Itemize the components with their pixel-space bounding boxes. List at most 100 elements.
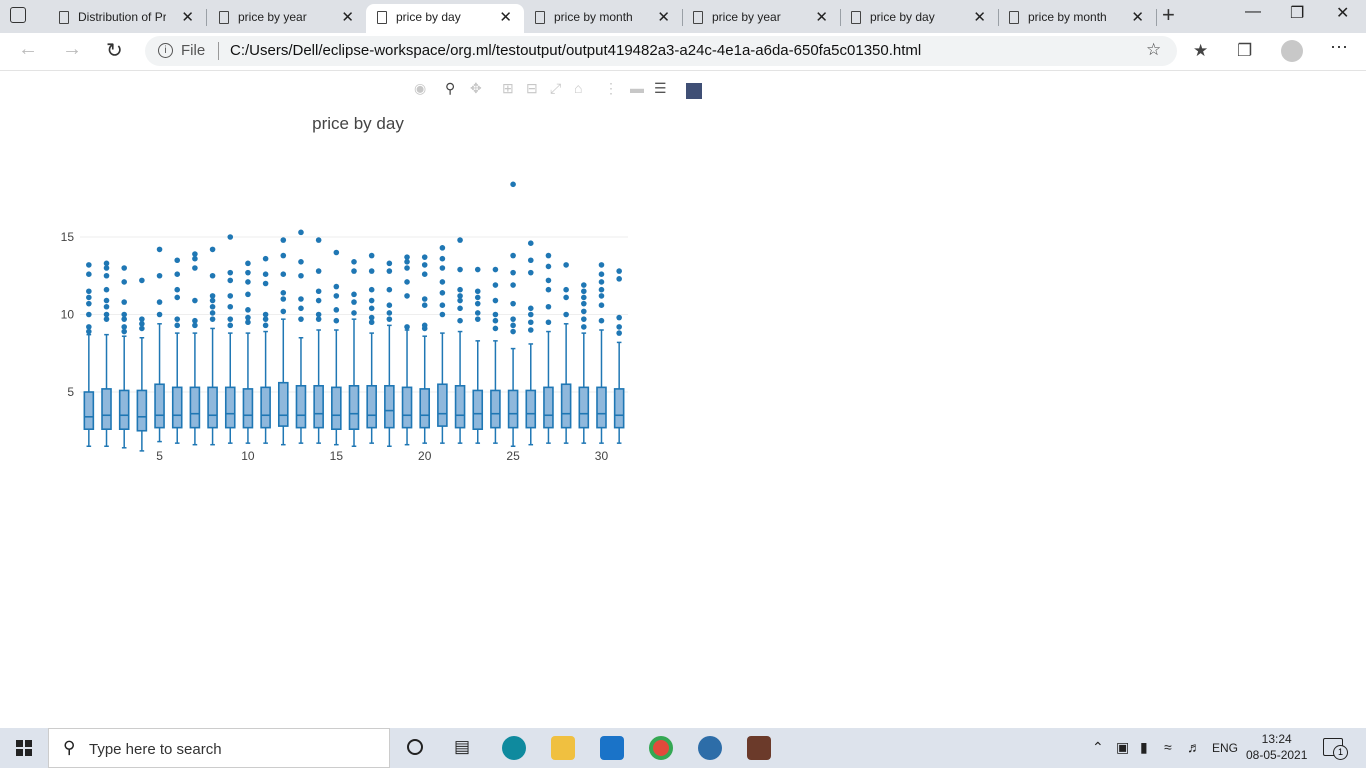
outlier-point xyxy=(492,266,499,273)
window-close-button[interactable]: ✕ xyxy=(1336,5,1350,22)
wifi-icon[interactable]: ≈ xyxy=(1164,739,1172,755)
profile-icon[interactable] xyxy=(1281,40,1303,62)
tab-close-icon[interactable]: ✕ xyxy=(341,9,354,26)
outlier-point xyxy=(616,314,622,321)
outlier-point xyxy=(421,322,428,329)
favorite-add-icon[interactable]: ☆ xyxy=(1146,40,1162,59)
more-icon[interactable]: ⋯ xyxy=(1330,37,1348,57)
outlier-point xyxy=(245,314,251,321)
language-indicator[interactable]: ENG xyxy=(1212,741,1239,755)
reset-axes-icon[interactable]: ⌂ xyxy=(574,80,583,96)
hover-closest-icon[interactable]: ▬ xyxy=(630,80,644,96)
chevron-up-icon[interactable]: ⌃ xyxy=(1092,739,1104,755)
edge-icon[interactable] xyxy=(502,736,526,760)
outlier-point xyxy=(86,288,92,295)
spike-lines-icon[interactable]: ⋮ xyxy=(604,80,618,96)
zoom-in-icon[interactable]: ⊞ xyxy=(502,80,514,96)
mail-icon[interactable] xyxy=(600,736,624,760)
address-bar[interactable]: i File C:/Users/Dell/eclipse-workspace/o… xyxy=(145,36,1177,66)
info-icon[interactable]: i xyxy=(158,43,173,58)
outlier-point xyxy=(227,322,234,329)
battery-icon[interactable]: ▮ xyxy=(1140,739,1148,755)
refresh-icon[interactable]: ↻ xyxy=(106,40,123,62)
box-day-7 xyxy=(189,251,201,446)
tab-2[interactable]: price by year ✕ xyxy=(208,4,366,33)
outlier-point xyxy=(86,311,92,318)
tab-1[interactable]: Distribution of Pr ✕ xyxy=(48,4,206,33)
tab-close-icon[interactable]: ✕ xyxy=(657,9,670,26)
tab-bar: Distribution of Pr ✕ price by year ✕ price b… xyxy=(0,0,1366,33)
file-explorer-icon[interactable] xyxy=(551,736,575,760)
outlier-point xyxy=(598,279,605,285)
tab-3[interactable]: price by day ✕ xyxy=(366,4,524,33)
camera-icon[interactable]: ◉ xyxy=(414,80,427,96)
outlier-point xyxy=(333,249,340,256)
url-text[interactable]: C:/Users/Dell/eclipse-workspace/org.ml/t… xyxy=(230,42,922,59)
minimize-button[interactable]: — xyxy=(1245,3,1261,20)
outlier-point xyxy=(262,316,269,322)
tab-close-icon[interactable]: ✕ xyxy=(181,9,194,26)
outlier-point xyxy=(368,319,375,326)
task-view-icon[interactable]: ▤ xyxy=(454,737,471,756)
telegram-icon[interactable] xyxy=(698,736,722,760)
outlier-point xyxy=(174,257,181,264)
notification-icon[interactable]: 1 xyxy=(1323,738,1348,760)
back-icon[interactable]: ← xyxy=(18,38,38,60)
outlier-point xyxy=(581,316,587,322)
tab-close-icon[interactable]: ✕ xyxy=(815,9,828,26)
app-icon[interactable] xyxy=(747,736,771,760)
clock[interactable]: 13:24 08-05-2021 xyxy=(1246,731,1307,763)
box-day-16 xyxy=(348,259,360,447)
outlier-point xyxy=(474,310,481,316)
outlier-point xyxy=(315,311,322,318)
chrome-icon[interactable] xyxy=(649,736,673,760)
meet-icon[interactable]: ▣ xyxy=(1116,739,1130,755)
tab-5[interactable]: price by year ✕ xyxy=(682,4,840,33)
plotly-logo-icon[interactable] xyxy=(686,83,702,99)
autoscale-icon[interactable]: ⤢ xyxy=(550,80,562,96)
cortana-icon[interactable] xyxy=(407,739,423,755)
outlier-point xyxy=(139,277,145,284)
maximize-button[interactable]: ❐ xyxy=(1290,5,1305,22)
tab-close-icon[interactable]: ✕ xyxy=(973,9,986,26)
tab-6[interactable]: price by day ✕ xyxy=(840,4,998,33)
tab-actions-icon[interactable] xyxy=(10,7,26,23)
outlier-point xyxy=(421,302,428,308)
zoom-out-icon[interactable]: ⊟ xyxy=(526,80,538,96)
outlier-point xyxy=(386,316,393,322)
search-icon: ⚲ xyxy=(63,738,76,757)
outlier-point xyxy=(103,297,110,304)
tab-close-icon[interactable]: ✕ xyxy=(1131,9,1144,26)
outlier-point xyxy=(581,308,587,315)
pan-icon[interactable]: ✥ xyxy=(470,80,482,96)
outlier-point xyxy=(86,271,92,277)
outlier-point xyxy=(439,255,446,262)
start-icon[interactable] xyxy=(16,740,32,756)
favorites-icon[interactable]: ★ xyxy=(1193,41,1209,60)
zoom-icon[interactable]: ⚲ xyxy=(445,80,456,96)
outlier-point xyxy=(368,252,375,259)
collections-icon[interactable]: ❐ xyxy=(1237,41,1253,60)
x-tick-label: 30 xyxy=(595,449,609,463)
tab-7[interactable]: price by month ✕ xyxy=(998,4,1156,33)
outlier-point xyxy=(421,271,428,277)
y-tick-label: 15 xyxy=(61,230,75,244)
box-day-2 xyxy=(101,260,112,447)
outlier-point xyxy=(192,317,198,324)
outlier-point xyxy=(351,259,357,265)
outlier-point xyxy=(351,310,357,316)
outlier-point xyxy=(209,246,216,253)
outlier-point xyxy=(351,291,357,298)
box xyxy=(171,386,183,429)
forward-icon[interactable]: → xyxy=(62,38,82,60)
new-tab-button[interactable]: + xyxy=(1162,2,1175,27)
taskbar-search[interactable]: ⚲ Type here to search xyxy=(48,728,390,768)
outlier-point xyxy=(103,311,110,318)
outlier-point xyxy=(86,294,92,301)
address-divider xyxy=(218,42,219,60)
outlier-point xyxy=(581,300,587,307)
tab-4[interactable]: price by month ✕ xyxy=(524,4,682,33)
volume-icon[interactable]: ♬ xyxy=(1187,739,1201,755)
hover-compare-icon[interactable]: ☰ xyxy=(654,80,667,96)
tab-close-icon[interactable]: ✕ xyxy=(499,9,512,26)
